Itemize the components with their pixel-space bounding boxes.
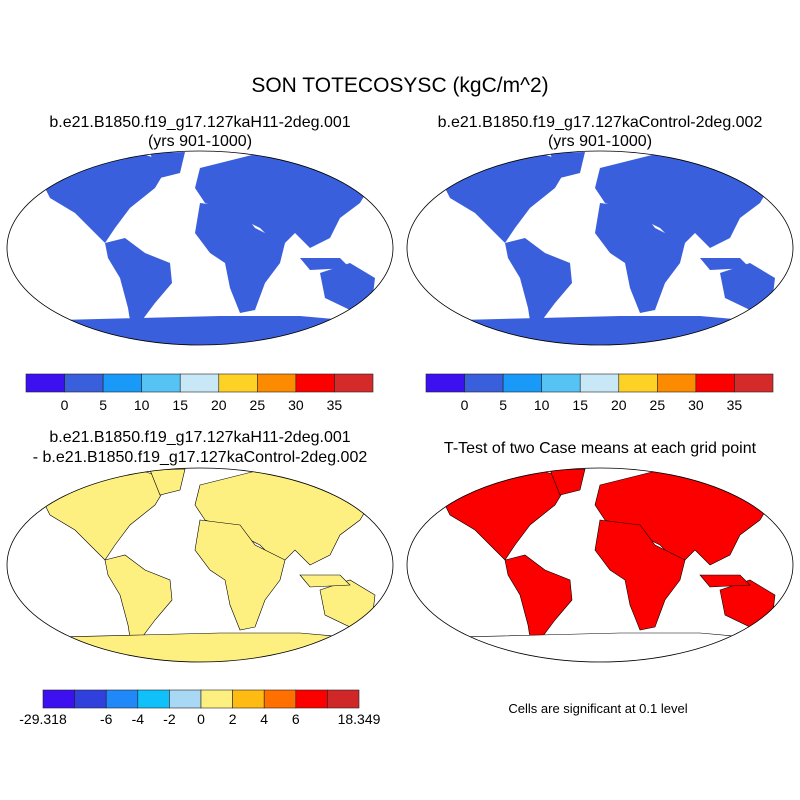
colorbar-tick-label: 35 (727, 397, 743, 413)
map-case2 (406, 150, 794, 346)
colorbar-box (179, 373, 220, 393)
significance-note: Cells are significant at 0.1 level (508, 701, 687, 716)
colorbar-box (102, 373, 142, 393)
colorbar-box (200, 689, 233, 709)
colorbar-tick-label: 20 (211, 397, 227, 413)
colorbar-box (541, 373, 581, 393)
colorbar-box (657, 373, 697, 393)
colorbar-tick-label: 25 (250, 397, 266, 413)
colorbar-box (695, 373, 735, 393)
panel-title: b.e21.B1850.f19_g17.127kaH11-2deg.001 (49, 114, 350, 131)
map-case1 (6, 150, 394, 346)
panel-subtitle: (yrs 901-1000) (148, 133, 252, 150)
colorbar-box (425, 373, 465, 393)
colorbar-tick-label: 20 (611, 397, 627, 413)
colorbar-box (169, 689, 202, 709)
colorbar-tick-label: 0 (461, 397, 469, 413)
panel-subtitle: - b.e21.B1850.f19_g17.127kaControl-2deg.… (33, 449, 368, 466)
colorbar-box (618, 373, 658, 393)
colorbar-box (25, 373, 65, 393)
colorbar-box (218, 373, 258, 393)
colorbar-tick-label: 10 (534, 397, 550, 413)
colorbar-tick-label: 35 (327, 397, 343, 413)
colorbar-box (64, 373, 104, 393)
colorbar-box (137, 689, 170, 709)
colorbar-tick-label: 15 (572, 397, 588, 413)
colorbar-tick-label: -2 (163, 711, 176, 727)
colorbar-tick-label: 15 (172, 397, 188, 413)
colorbar-tick-label: 2 (229, 711, 237, 727)
colorbar-tick-label: -4 (132, 711, 145, 727)
colorbar-case1: 0 5 10 15 20 25 30 35 (25, 373, 374, 413)
colorbar-box (74, 689, 107, 709)
colorbar-tick-label: 30 (688, 397, 704, 413)
colorbar-box (502, 373, 542, 393)
panel-title: b.e21.B1850.f19_g17.127kaH11-2deg.001 (49, 429, 350, 446)
map-difference (6, 467, 394, 663)
colorbar-box (734, 373, 774, 393)
figure-title: SON TOTECOSYSC (kgC/m^2) (251, 74, 548, 97)
colorbar-tick-label: 0 (197, 711, 205, 727)
colorbar-box (464, 373, 504, 393)
colorbar-tick-label: 6 (292, 711, 300, 727)
panel-subtitle: (yrs 901-1000) (548, 133, 652, 150)
colorbar-tick-label: 25 (650, 397, 666, 413)
colorbar-box (141, 373, 181, 393)
colorbar-box (295, 373, 335, 393)
panel-title: T-Test of two Case means at each grid po… (444, 440, 757, 457)
colorbar-tick-label: -6 (100, 711, 113, 727)
colorbar-tick-label: 10 (134, 397, 150, 413)
colorbar-box (257, 373, 297, 393)
panel-title: b.e21.B1850.f19_g17.127kaControl-2deg.00… (438, 114, 763, 131)
colorbar-box (232, 689, 265, 709)
colorbar-box (105, 689, 139, 709)
map-ttest (406, 467, 794, 663)
colorbar-box (334, 373, 374, 393)
colorbar-tick-label: 5 (99, 397, 107, 413)
colorbar-box (295, 689, 328, 709)
colorbar-tick-label: 30 (288, 397, 304, 413)
colorbar-case2: 0 5 10 15 20 25 30 35 (425, 373, 774, 413)
colorbar-tick-label: 0 (61, 397, 69, 413)
colorbar-box (42, 689, 75, 709)
colorbar-tick-label: -29.318 (19, 711, 67, 727)
colorbar-tick-label: 4 (260, 711, 268, 727)
colorbar-box (263, 689, 297, 709)
colorbar-tick-label: 18.349 (338, 711, 381, 727)
colorbar-tick-label: 5 (499, 397, 507, 413)
colorbar-box (327, 689, 360, 709)
colorbar-difference: -29.318 -6 -4 -2 0 2 4 6 18.349 (19, 689, 381, 727)
colorbar-box (579, 373, 620, 393)
